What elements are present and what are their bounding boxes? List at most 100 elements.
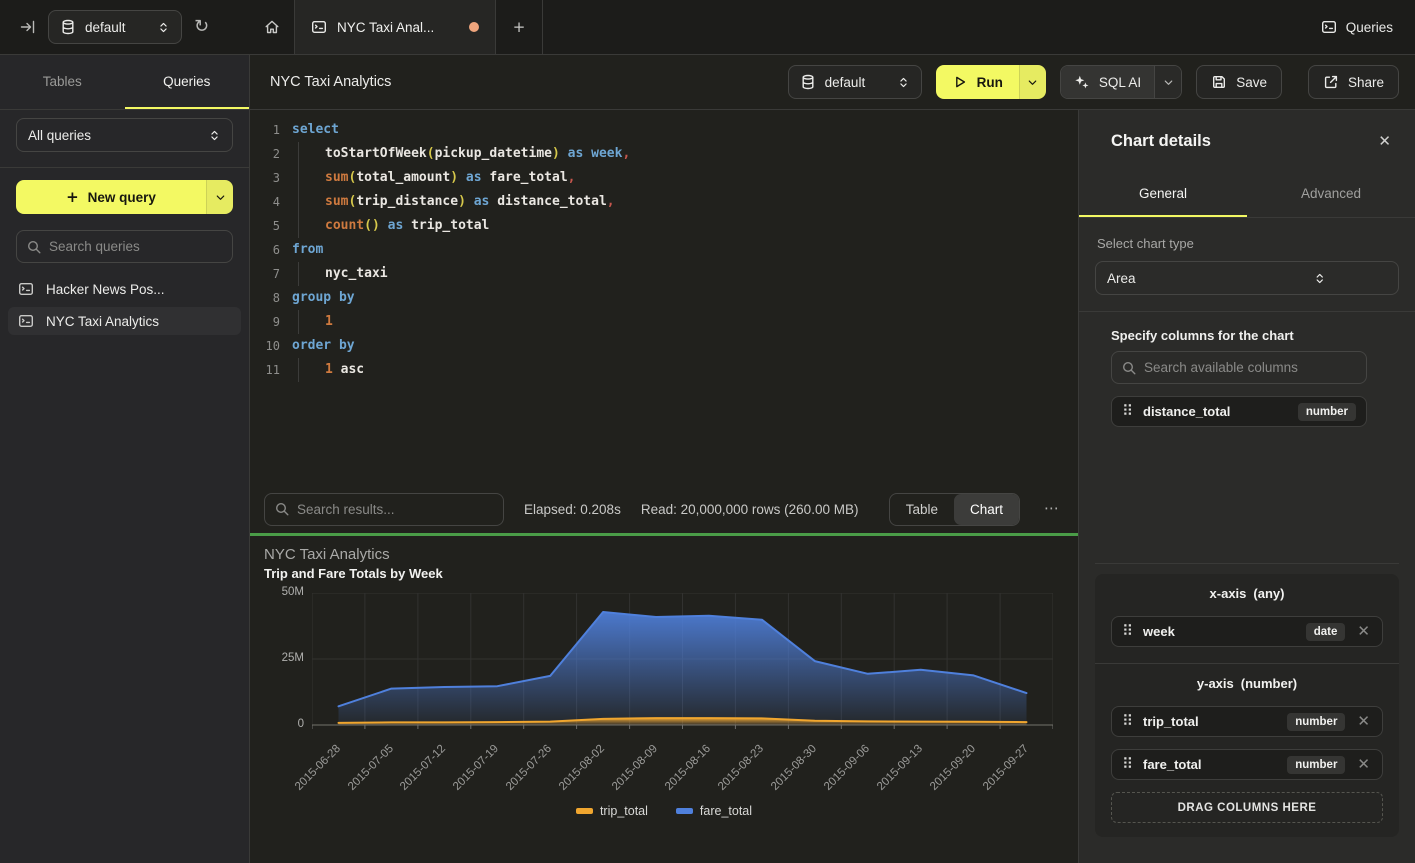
x-axis-title: x-axis [1210,586,1247,601]
code-token [560,146,568,161]
search-icon [26,239,42,255]
save-button[interactable]: Save [1196,65,1282,99]
chart-panel: NYC Taxi Analytics Trip and Fare Totals … [250,536,1078,863]
code-token: sum [325,170,348,185]
code-token: , [607,194,615,209]
query-list-item[interactable]: Hacker News Pos... [8,275,241,303]
query-item-label: NYC Taxi Analytics [46,314,159,329]
panel-tab-advanced[interactable]: Advanced [1247,172,1415,217]
run-label: Run [977,75,1003,90]
remove-column-button[interactable]: ✕ [1355,714,1372,729]
search-icon [1121,360,1137,376]
collapse-sidebar-button[interactable] [20,19,36,35]
tab-strip: NYC Taxi Anal... + [250,0,543,54]
header-database-selector[interactable]: default [788,65,922,99]
editor-line: 3sum(total_amount) as fare_total, [262,166,1078,190]
sql-ai-button-group: SQL AI [1060,65,1182,99]
close-icon: ✕ [1357,712,1370,730]
code-line: sum(total_amount) as fare_total, [292,166,575,190]
remove-column-button[interactable]: ✕ [1355,757,1372,772]
axes-card: x-axis (any) ⠿weekdate✕ y-axis (number) … [1095,574,1399,837]
main-area: 1select2toStartOfWeek(pickup_datetime) a… [250,110,1078,863]
view-tab-table[interactable]: Table [890,494,954,525]
chart-legend: trip_total fare_total [250,804,1078,818]
collapse-panel-icon [20,19,36,35]
legend-item-trip_total[interactable]: trip_total [576,804,648,818]
remove-column-button[interactable]: ✕ [1355,624,1372,639]
tab-nyc-taxi-analytics[interactable]: NYC Taxi Anal... [294,0,496,54]
sql-ai-button[interactable]: SQL AI [1061,66,1154,98]
column-week[interactable]: ⠿weekdate✕ [1111,616,1383,647]
y-axis-hint: (number) [1241,676,1297,691]
view-tab-chart[interactable]: Chart [954,494,1019,525]
column-trip_total[interactable]: ⠿trip_totalnumber✕ [1111,706,1383,737]
queries-filter-select[interactable]: All queries [16,118,233,152]
home-tab-button[interactable] [250,0,294,54]
chart-type-select[interactable]: Area [1095,261,1399,295]
drag-handle-icon[interactable]: ⠿ [1122,757,1133,772]
search-results-input[interactable] [264,493,504,526]
legend-item-fare_total[interactable]: fare_total [676,804,752,818]
code-token: , [622,146,630,161]
panel-tab-general[interactable]: General [1079,172,1247,217]
more-options-button[interactable]: ⋯ [1040,500,1064,518]
refresh-icon: ↻ [194,18,209,36]
search-columns-input[interactable] [1111,351,1367,384]
x-tick-text: 2015-07-26 [504,743,554,793]
share-label: Share [1348,75,1384,90]
drag-columns-dropzone[interactable]: DRAG COLUMNS HERE [1111,792,1383,823]
chart-details-title: Chart details [1111,132,1378,151]
code-token: order by [292,338,355,353]
sql-ai-options-button[interactable] [1154,66,1181,98]
sidebar-tab-queries[interactable]: Queries [125,55,250,109]
new-query-button-group: + New query [16,180,233,214]
line-number: 11 [262,358,280,382]
new-tab-button[interactable]: + [496,0,542,54]
editor-line: 10order by [262,334,1078,358]
updown-chevron-icon [157,21,170,34]
queries-panel-button[interactable]: Queries [1321,0,1393,54]
drag-handle-icon[interactable]: ⠿ [1122,624,1133,639]
new-query-button[interactable]: + New query [16,180,206,214]
column-distance_total[interactable]: ⠿distance_totalnumber [1111,396,1367,427]
sql-ai-label: SQL AI [1099,75,1141,90]
code-token: count [325,218,364,233]
sql-editor[interactable]: 1select2toStartOfWeek(pickup_datetime) a… [250,110,1078,485]
drag-handle-icon[interactable]: ⠿ [1122,404,1133,419]
new-query-options-button[interactable] [206,180,233,214]
code-token: 1 [325,314,333,329]
search-queries-input[interactable] [16,230,233,263]
line-number: 5 [262,214,280,238]
column-fare_total[interactable]: ⠿ fare_total number ✕ [1111,749,1383,780]
run-options-button[interactable] [1019,65,1046,99]
page-title: NYC Taxi Analytics [270,74,391,90]
code-token: as [388,218,404,233]
results-toolbar: Elapsed: 0.208s Read: 20,000,000 rows (2… [250,485,1078,533]
y-tick-label: 0 [250,718,304,730]
refresh-button[interactable]: ↻ [194,18,209,36]
column-name: fare_total [1143,757,1277,772]
x-axis-labels: 2015-06-282015-07-052015-07-122015-07-19… [312,733,1053,813]
query-icon [18,313,34,329]
chart-subtitle: Trip and Fare Totals by Week [264,566,443,581]
topbar-database-selector[interactable]: default [48,10,182,44]
x-tick-text: 2015-08-30 [769,743,819,793]
code-token: trip_total [411,218,489,233]
column-name: distance_total [1143,404,1288,419]
close-panel-button[interactable]: ✕ [1378,133,1391,150]
query-list-item[interactable]: NYC Taxi Analytics [8,307,241,335]
editor-line: 2toStartOfWeek(pickup_datetime) as week, [262,142,1078,166]
close-icon: ✕ [1357,622,1370,640]
play-icon [952,74,968,90]
query-item-label: Hacker News Pos... [46,282,165,297]
column-type-badge: number [1287,756,1345,774]
column-type-badge: number [1287,713,1345,731]
area-chart[interactable] [312,593,1053,730]
share-button[interactable]: Share [1308,65,1399,99]
queries-icon [1321,19,1337,35]
code-token: as [466,170,482,185]
legend-label: trip_total [600,804,648,818]
run-button[interactable]: Run [936,65,1019,99]
drag-handle-icon[interactable]: ⠿ [1122,714,1133,729]
sidebar-tab-tables[interactable]: Tables [0,55,125,109]
